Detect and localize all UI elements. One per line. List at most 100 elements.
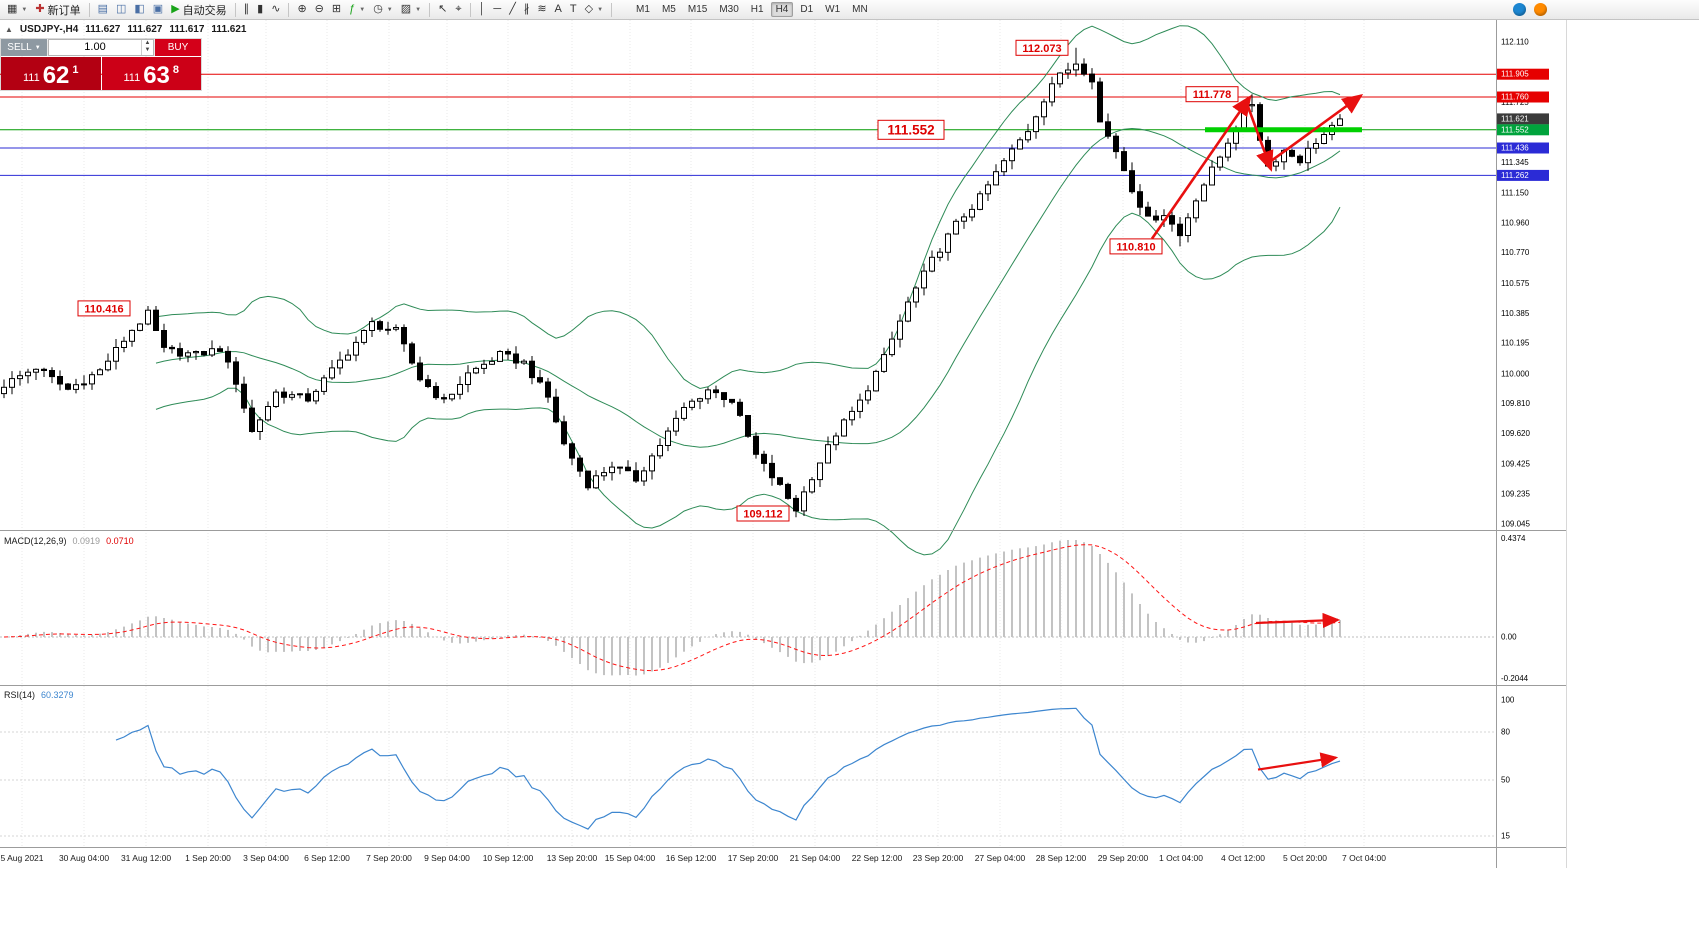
arrows-icon[interactable]: ◇ ▼ xyxy=(582,1,606,19)
timeframe-w1[interactable]: W1 xyxy=(825,4,841,15)
svg-text:30 Aug 04:00: 30 Aug 04:00 xyxy=(59,853,109,863)
bar-direction-icon: ▲ xyxy=(5,25,13,34)
svg-text:3 Sep 04:00: 3 Sep 04:00 xyxy=(243,853,289,863)
horizontal-line-icon[interactable]: ─ xyxy=(490,1,504,19)
price-annotation[interactable]: 109.112 xyxy=(736,505,790,522)
buy-button[interactable]: BUY xyxy=(155,39,201,56)
timeframe-m5[interactable]: M5 xyxy=(661,4,676,15)
time-axis[interactable]: 5 Aug 2021 30 Aug 04:00 31 Aug 12:00 1 Sep … xyxy=(0,853,1386,863)
price-annotation[interactable]: 110.810 xyxy=(1109,238,1163,255)
zoom-in-icon[interactable]: ⊕ xyxy=(294,1,309,19)
chart-objects-layer[interactable]: 110.416 109.112 111.552 112.073 110.810 111.7… xyxy=(77,39,1364,522)
line-chart-icon[interactable]: ∿ xyxy=(268,1,283,19)
price-tag: 111.552 xyxy=(1497,124,1549,136)
templates-icon[interactable]: ▨ ▼ xyxy=(398,1,424,19)
svg-text:1 Sep 20:00: 1 Sep 20:00 xyxy=(185,853,231,863)
timeframe-d1[interactable]: D1 xyxy=(800,4,814,15)
crosshair-icon[interactable]: ⌖ xyxy=(452,1,464,19)
tile-windows-icon: ⊞ xyxy=(331,3,342,15)
svg-text:7 Oct 04:00: 7 Oct 04:00 xyxy=(1342,853,1386,863)
fibonacci-icon: ≋ xyxy=(537,3,547,15)
price-annotation[interactable]: 111.552 xyxy=(877,119,945,140)
text-icon: A xyxy=(554,3,562,15)
price-annotation[interactable]: 112.073 xyxy=(1015,39,1069,56)
spinner-down-icon[interactable]: ▼ xyxy=(144,47,151,53)
price-tag: 111.621 xyxy=(1497,113,1549,125)
timeframes-icon[interactable]: ◷ ▼ xyxy=(370,1,396,19)
candles-layer xyxy=(1,47,1343,518)
buy-price-button[interactable]: 111 63 8 xyxy=(101,57,201,90)
svg-text:28 Sep 12:00: 28 Sep 12:00 xyxy=(1036,853,1087,863)
volume-input[interactable]: 1.00 ▲ ▼ xyxy=(48,39,154,56)
sell-price-button[interactable]: 111 62 1 xyxy=(1,57,101,90)
svg-text:10 Sep 12:00: 10 Sep 12:00 xyxy=(483,853,534,863)
timeframe-m15[interactable]: M15 xyxy=(687,4,708,15)
price-tag: 111.905 xyxy=(1497,68,1549,80)
svg-text:0.4374: 0.4374 xyxy=(1501,534,1526,543)
price-annotation[interactable]: 110.416 xyxy=(77,300,131,317)
timeframe-mn[interactable]: MN xyxy=(852,4,868,15)
candlestick-chart-icon: ▮ xyxy=(257,3,264,15)
arrows-icon: ◇ xyxy=(584,3,594,15)
sell-price-sup: 1 xyxy=(72,64,79,76)
vertical-line-icon: │ xyxy=(478,3,486,15)
trade-panel-top-row: SELL ▼ 1.00 ▲ ▼ BUY xyxy=(1,39,201,56)
data-window-icon[interactable]: ◫ xyxy=(113,1,129,19)
templates-icon: ▨ xyxy=(400,3,412,15)
svg-text:5 Aug 2021: 5 Aug 2021 xyxy=(0,853,43,863)
zoom-out-icon[interactable]: ⊖ xyxy=(312,1,327,19)
macd-indicator-label: MACD(12,26,9) 0.0919 0.0710 xyxy=(4,536,134,546)
timeframe-toolbar: M1 M5 M15 M30 H1 H4 D1 W1 MN xyxy=(631,2,873,17)
sell-button[interactable]: SELL ▼ xyxy=(1,39,47,56)
buy-button-label: BUY xyxy=(167,42,189,53)
timeframe-h1[interactable]: H1 xyxy=(750,4,764,15)
timeframe-m30[interactable]: M30 xyxy=(719,4,739,15)
tile-windows-icon[interactable]: ⊞ xyxy=(329,1,344,19)
toolbar-separator xyxy=(611,2,613,17)
timeframe-m1[interactable]: M1 xyxy=(636,4,650,15)
svg-text:-0.2044: -0.2044 xyxy=(1501,674,1529,683)
svg-text:110.000: 110.000 xyxy=(1501,369,1530,378)
channel-icon[interactable]: ∦ xyxy=(521,1,533,19)
chart-window-icon[interactable]: ▦ ▼ xyxy=(4,1,30,19)
svg-text:22 Sep 12:00: 22 Sep 12:00 xyxy=(852,853,903,863)
svg-text:110.385: 110.385 xyxy=(1501,309,1530,318)
fibonacci-icon[interactable]: ≋ xyxy=(534,1,549,19)
text-icon[interactable]: A xyxy=(552,1,565,19)
new-order-button[interactable]: ✚ 新订单 xyxy=(32,1,83,19)
svg-text:13 Sep 20:00: 13 Sep 20:00 xyxy=(547,853,598,863)
trendline-icon[interactable]: ╱ xyxy=(506,1,519,19)
navigator-icon[interactable]: ◧ xyxy=(131,1,147,19)
indicators-icon[interactable]: ƒ ▼ xyxy=(346,1,368,19)
macd-panel xyxy=(0,540,1496,676)
svg-text:80: 80 xyxy=(1501,728,1510,737)
cursor-icon[interactable]: ↖ xyxy=(435,1,450,19)
spinner-up-icon[interactable]: ▲ xyxy=(144,40,151,46)
svg-text:111.621: 111.621 xyxy=(1501,114,1529,123)
new-order-button-label: 新订单 xyxy=(47,4,81,17)
community-icon[interactable] xyxy=(1513,3,1526,16)
notifications-icon[interactable] xyxy=(1534,3,1547,16)
sell-price-base: 111 xyxy=(22,72,40,84)
text-label-icon[interactable]: T xyxy=(567,1,580,19)
chevron-down-icon: ▼ xyxy=(34,44,41,51)
vertical-line-icon[interactable]: │ xyxy=(476,1,489,19)
trend-arrow xyxy=(1150,94,1252,240)
svg-text:109.112: 109.112 xyxy=(743,508,782,520)
autotrade-button[interactable]: ▶ 自动交易 xyxy=(168,1,229,19)
terminal-icon[interactable]: ▣ xyxy=(150,1,166,19)
ohlc-low: 111.617 xyxy=(169,24,205,35)
market-watch-icon[interactable]: ▤ xyxy=(95,1,111,19)
trade-panel-price-row: 111 62 1 111 63 8 xyxy=(1,57,201,90)
svg-text:50: 50 xyxy=(1501,776,1510,785)
dropdown-arrow-icon: ▼ xyxy=(21,6,28,13)
volume-stepper[interactable]: ▲ ▼ xyxy=(141,40,153,55)
price-scale[interactable]: 112.110111.725111.345111.150110.960110.7… xyxy=(1497,38,1549,841)
price-annotation[interactable]: 111.778 xyxy=(1185,86,1239,103)
ohlc-bars-icon[interactable]: ∥ xyxy=(241,1,253,19)
zoom-out-icon: ⊖ xyxy=(314,3,324,15)
candlestick-chart-icon[interactable]: ▮ xyxy=(254,1,266,19)
svg-text:31 Aug 12:00: 31 Aug 12:00 xyxy=(121,853,171,863)
timeframe-h4[interactable]: H4 xyxy=(770,2,794,17)
